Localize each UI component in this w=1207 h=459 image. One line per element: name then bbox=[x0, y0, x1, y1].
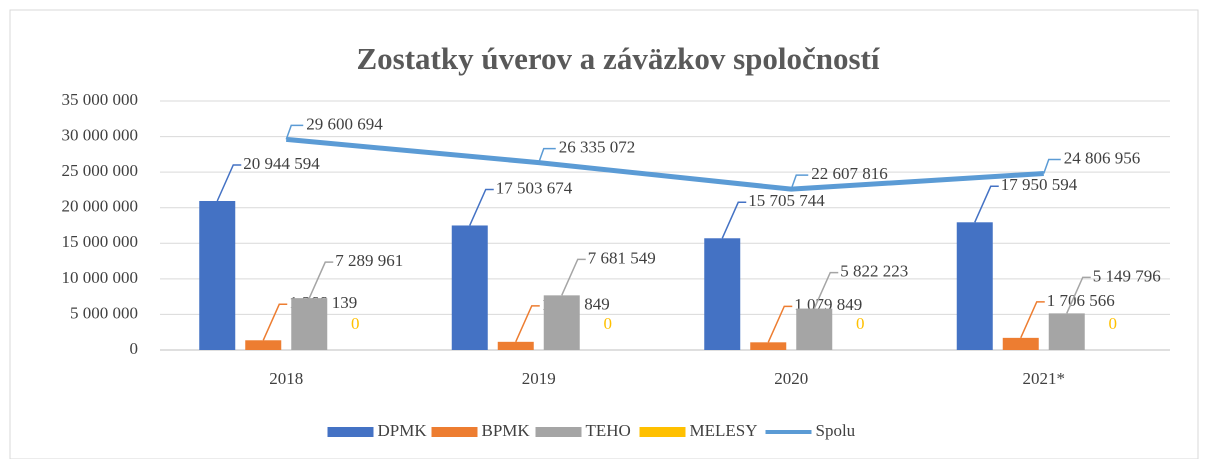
leader-line bbox=[216, 164, 242, 202]
leader-line bbox=[767, 305, 793, 343]
data-label: 7 681 549 bbox=[588, 248, 656, 267]
legend-label: DPMK bbox=[378, 421, 428, 440]
bar bbox=[1048, 313, 1085, 350]
data-label: 1 706 566 bbox=[1047, 291, 1115, 310]
y-tick-label: 30 000 000 bbox=[62, 125, 139, 144]
x-tick-label: 2020 bbox=[774, 369, 808, 388]
data-label: 0 bbox=[351, 314, 360, 333]
data-label: 26 335 072 bbox=[559, 138, 636, 157]
legend-swatch bbox=[431, 427, 478, 437]
bar bbox=[199, 200, 236, 350]
leader-line bbox=[469, 188, 494, 226]
leader-line bbox=[790, 174, 809, 190]
bar bbox=[750, 342, 787, 350]
legend-swatch bbox=[327, 427, 374, 437]
data-label: 22 607 816 bbox=[811, 164, 888, 183]
bar bbox=[497, 341, 534, 350]
y-tick-label: 10 000 000 bbox=[62, 268, 139, 287]
data-label: 20 944 594 bbox=[243, 154, 320, 173]
leader-line bbox=[813, 271, 839, 309]
bar bbox=[1002, 337, 1039, 350]
bar bbox=[245, 340, 282, 350]
leader-line bbox=[721, 201, 747, 239]
data-label: 7 289 961 bbox=[335, 251, 403, 270]
legend-label: BPMK bbox=[482, 421, 531, 440]
data-label: 24 806 956 bbox=[1064, 148, 1141, 167]
leader-line bbox=[285, 124, 304, 140]
leader-line bbox=[308, 261, 334, 299]
data-label: 17 503 674 bbox=[496, 178, 573, 197]
leader-line bbox=[515, 305, 540, 343]
data-label: 0 bbox=[604, 314, 613, 333]
legend-swatch bbox=[535, 427, 582, 437]
bar bbox=[956, 222, 993, 350]
y-tick-label: 20 000 000 bbox=[62, 197, 139, 216]
leader-line bbox=[262, 303, 288, 341]
leader-line bbox=[561, 258, 586, 296]
leader-line bbox=[974, 185, 999, 223]
bar bbox=[451, 225, 488, 350]
legend-label: MELESY bbox=[690, 421, 758, 440]
data-label: 29 600 694 bbox=[306, 114, 383, 133]
y-tick-label: 15 000 000 bbox=[62, 232, 139, 251]
bar bbox=[796, 308, 833, 350]
data-label: 0 bbox=[1109, 314, 1118, 333]
x-tick-label: 2021* bbox=[1023, 369, 1066, 388]
leader-line bbox=[1020, 301, 1045, 339]
data-label: 5 149 796 bbox=[1093, 266, 1161, 285]
bar bbox=[291, 298, 328, 350]
line bbox=[286, 136, 1044, 192]
y-tick-label: 5 000 000 bbox=[70, 303, 138, 322]
bar bbox=[704, 238, 741, 350]
data-label: 0 bbox=[856, 314, 865, 333]
chart-frame bbox=[9, 9, 1199, 459]
legend-label: Spolu bbox=[816, 421, 856, 440]
x-tick-label: 2019 bbox=[522, 369, 556, 388]
bar bbox=[543, 295, 580, 350]
legend-label: TEHO bbox=[586, 421, 631, 440]
leader-line bbox=[538, 147, 556, 163]
y-tick-label: 25 000 000 bbox=[62, 161, 139, 180]
chart-title: Zostatky úverov a záväzkov spoločností bbox=[356, 41, 879, 76]
data-label: 17 950 594 bbox=[1001, 175, 1078, 194]
y-tick-label: 35 000 000 bbox=[62, 90, 139, 109]
y-tick-label: 0 bbox=[130, 339, 139, 358]
data-label: 15 705 744 bbox=[748, 191, 825, 210]
legend-swatch bbox=[639, 427, 686, 437]
data-label: 5 822 223 bbox=[840, 261, 908, 280]
leader-line bbox=[1066, 276, 1091, 314]
leader-line bbox=[1043, 158, 1061, 174]
x-tick-label: 2018 bbox=[269, 369, 303, 388]
